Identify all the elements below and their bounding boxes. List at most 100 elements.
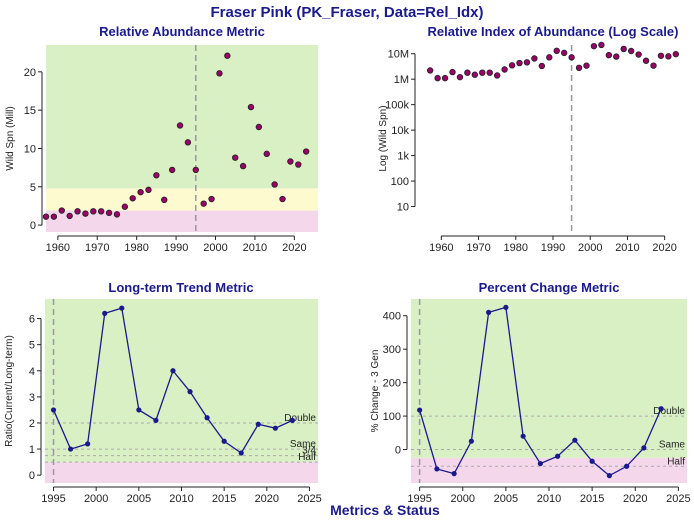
data-point: [102, 310, 108, 316]
x-tick-label: 1990: [541, 242, 565, 254]
data-point: [85, 441, 91, 447]
x-tick-label: 1995: [407, 493, 431, 505]
data-points: [50, 305, 296, 456]
y-tick-label: 100: [391, 176, 409, 188]
data-point: [279, 195, 286, 203]
data-point: [121, 203, 129, 210]
data-point: [520, 433, 526, 439]
x-tick-label: 2020: [623, 493, 647, 505]
data-point: [239, 162, 247, 170]
data-point: [657, 52, 665, 59]
data-point: [583, 62, 590, 69]
x-tick-label: 1980: [504, 242, 528, 254]
data-point: [417, 407, 423, 413]
data-point: [479, 69, 486, 76]
data-point: [449, 68, 456, 76]
y-tick-label: 0: [30, 220, 36, 232]
data-point: [263, 150, 270, 158]
chart-abundance_log: Relative Index of Abundance (Log Scale) L…: [378, 24, 680, 254]
x-tick-label: 2010: [169, 493, 193, 505]
data-point: [501, 66, 508, 73]
x-tick-label: 1970: [466, 242, 490, 254]
data-point: [650, 62, 657, 69]
data-point: [137, 188, 144, 196]
data-point: [66, 212, 73, 220]
data-point: [620, 45, 627, 53]
y-tick-label: 5: [30, 182, 36, 194]
data-point: [216, 70, 223, 77]
x-tick-label: 2020: [255, 493, 279, 505]
x-tick-label: 1960: [46, 242, 70, 254]
data-point: [538, 62, 546, 70]
data-point: [627, 47, 635, 55]
data-points: [417, 304, 664, 479]
data-point: [572, 437, 578, 443]
data-point: [426, 67, 434, 74]
x-axis: 1995 2000 2005 2010 2015 2020 2025: [407, 486, 691, 505]
data-point: [58, 207, 65, 214]
ref-label: Same: [659, 440, 686, 451]
y-tick-label: 3: [29, 392, 35, 404]
data-point: [200, 200, 207, 207]
chart-abundance: Relative Abundance Metric Wild Spn (Mill)…: [5, 24, 318, 254]
data-point: [464, 69, 471, 76]
data-point: [658, 406, 664, 412]
data-point: [672, 50, 680, 58]
data-point: [74, 208, 81, 215]
zone-green: [46, 45, 318, 189]
data-point: [613, 53, 620, 60]
chart-title: Relative Index of Abundance (Log Scale): [428, 24, 679, 39]
x-tick-label: 1995: [41, 493, 65, 505]
zone-yellow: [46, 188, 318, 211]
data-point: [97, 208, 105, 215]
x-tick-label: 2000: [451, 493, 475, 505]
figure-footer: Metrics & Status: [330, 502, 440, 518]
data-point: [471, 71, 479, 78]
x-tick-label: 1970: [85, 242, 109, 254]
data-point: [289, 417, 296, 423]
x-tick-label: 2005: [127, 493, 151, 505]
data-point: [589, 458, 595, 464]
y-tick-label: 200: [383, 378, 401, 390]
zone-pink: [411, 457, 687, 483]
data-point: [590, 42, 598, 50]
x-tick-label: 1980: [124, 242, 148, 254]
data-point: [493, 72, 501, 79]
data-point: [468, 438, 474, 444]
x-tick-label: 2025: [666, 493, 690, 505]
data-point: [451, 471, 457, 477]
x-axis: 1960 1970 1980 1990 2000 2010 2020: [429, 235, 677, 254]
x-tick-label: 1990: [164, 242, 188, 254]
y-tick-label: 100: [383, 411, 401, 423]
data-point: [272, 425, 278, 431]
y-tick-label: 1: [29, 444, 35, 456]
data-point: [255, 123, 263, 131]
data-point: [208, 195, 215, 203]
x-tick-label: 2020: [652, 242, 676, 254]
x-tick-label: 2020: [282, 242, 306, 254]
data-point: [119, 305, 125, 311]
x-axis: 1995 2000 2005 2010 2015 2020 2025: [41, 486, 322, 505]
data-point: [247, 103, 255, 111]
data-point: [184, 139, 192, 146]
data-point: [560, 49, 568, 57]
y-tick-label: 10: [24, 143, 36, 155]
data-point: [434, 466, 440, 472]
data-point: [287, 158, 294, 165]
y-axis: 10 100 1k 10k 100k 1M 10M: [385, 49, 416, 214]
x-tick-label: 2010: [537, 493, 561, 505]
ref-label: Double: [653, 406, 685, 417]
x-tick-label: 1960: [429, 242, 453, 254]
x-tick-label: 2015: [580, 493, 604, 505]
data-point: [82, 210, 89, 217]
data-point: [232, 154, 239, 161]
y-tick-label: 300: [383, 344, 401, 356]
data-point: [113, 211, 121, 218]
x-tick-label: 2000: [578, 242, 602, 254]
data-point: [635, 51, 642, 58]
data-point: [271, 181, 278, 188]
x-tick-label: 2010: [243, 242, 267, 254]
data-point: [204, 415, 210, 421]
y-tick-label: 5: [29, 340, 35, 352]
data-point: [523, 59, 531, 66]
